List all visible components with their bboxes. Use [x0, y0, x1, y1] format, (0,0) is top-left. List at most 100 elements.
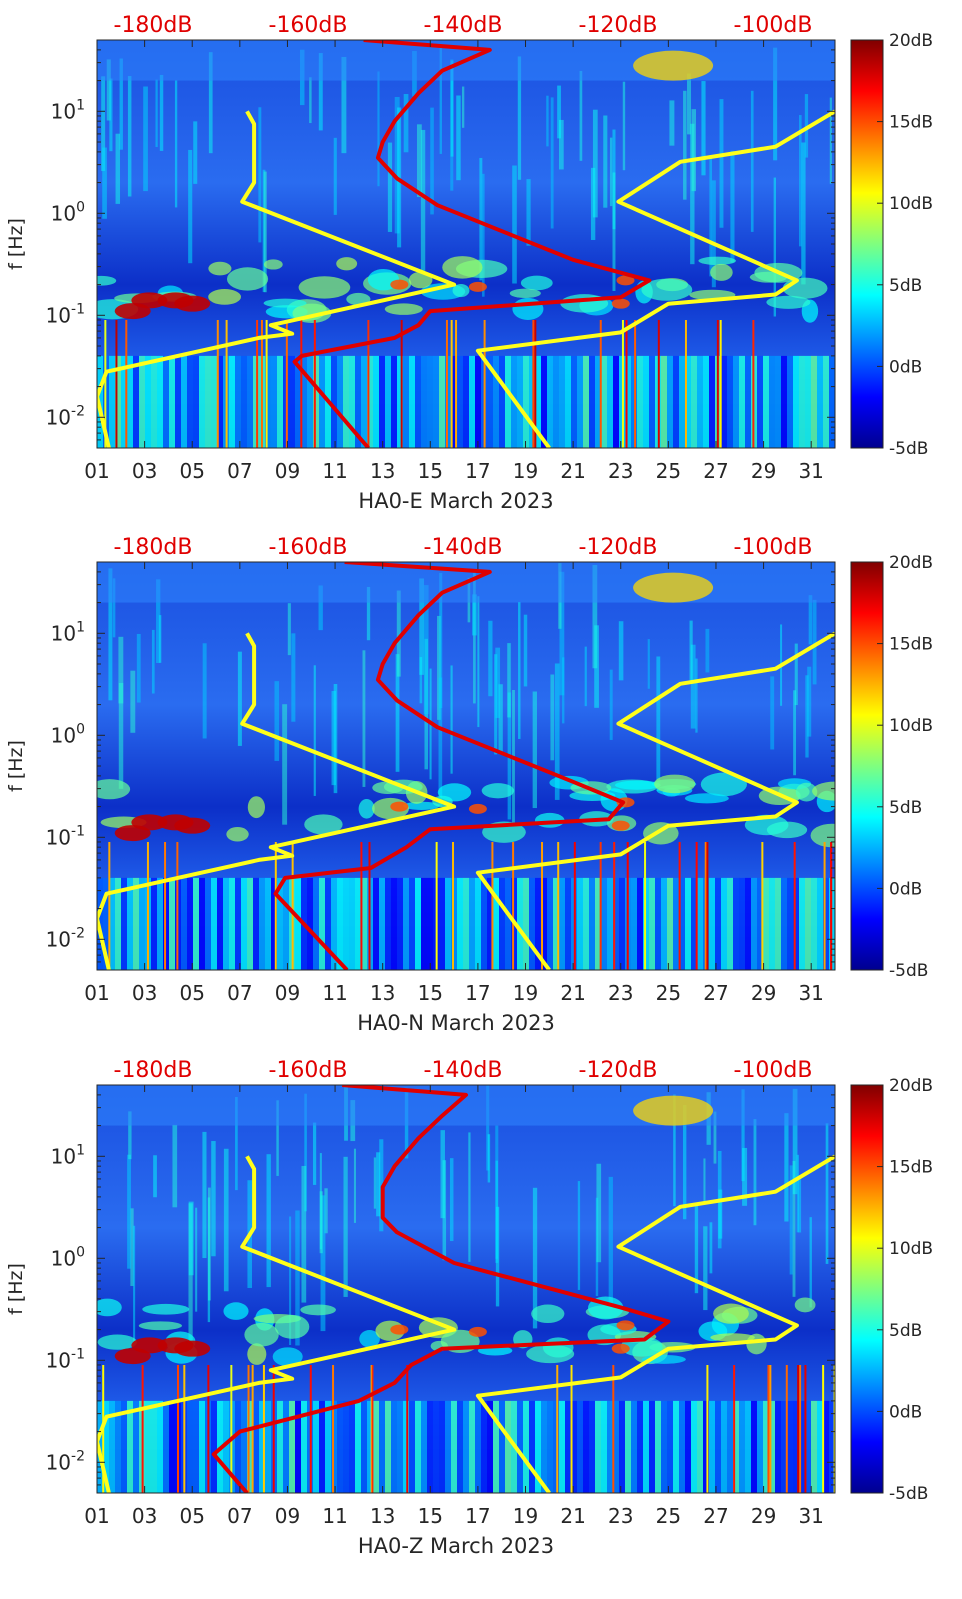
low-frequency-band [487, 1400, 493, 1493]
low-frequency-band [673, 877, 679, 970]
low-frequency-band [649, 355, 655, 448]
low-frequency-band [319, 1400, 325, 1493]
low-frequency-band [589, 1400, 595, 1493]
microseism-blob [263, 259, 283, 270]
low-frequency-band [757, 877, 763, 970]
low-frequency-band [775, 1400, 781, 1493]
event-streak [609, 669, 613, 740]
event-streak [557, 85, 561, 139]
x-tick-label: 15 [418, 1504, 443, 1528]
low-frequency-band [223, 877, 229, 970]
event-streak [609, 137, 613, 207]
event-streak [258, 107, 262, 243]
low-frequency-band [667, 877, 673, 970]
event-streak [313, 665, 316, 796]
event-streak [592, 109, 598, 218]
low-frequency-band [763, 877, 769, 970]
low-frequency-band [517, 1400, 523, 1493]
event-streak [656, 656, 661, 792]
event-streak [472, 594, 477, 636]
low-frequency-band [259, 877, 265, 970]
x-tick-label: 21 [560, 459, 585, 483]
low-frequency-band [817, 1400, 823, 1493]
x-tick-label: 25 [656, 981, 681, 1005]
low-frequency-band [217, 877, 223, 970]
event-streak [562, 657, 565, 724]
event-streak [713, 1111, 717, 1164]
event-streak [353, 1148, 356, 1223]
low-frequency-band [709, 1400, 715, 1493]
low-frequency-band [823, 1400, 829, 1493]
low-frequency-band [463, 877, 469, 970]
hot-spot [114, 1348, 151, 1365]
colorbar-tick-label: 20dB [889, 31, 933, 51]
low-frequency-band [163, 1400, 169, 1493]
low-frequency-band [337, 877, 343, 970]
colorbar-tick-label: 5dB [889, 1321, 922, 1341]
event-streak [112, 578, 116, 638]
low-frequency-band [235, 1400, 241, 1493]
microseism-blob [794, 1297, 816, 1313]
low-frequency-band [727, 877, 733, 970]
low-frequency-band [361, 355, 367, 448]
y-tick-exponent: -2 [71, 925, 85, 941]
event-streak [202, 643, 207, 739]
low-frequency-band [577, 877, 583, 970]
low-frequency-band [769, 1400, 775, 1493]
low-frequency-band [745, 877, 751, 970]
high-frequency-band [97, 1085, 835, 1126]
event-streak [673, 1094, 676, 1207]
colorbar-tick-label: -5dB [889, 1484, 928, 1504]
low-frequency-band [631, 877, 637, 970]
event-streak [119, 58, 123, 150]
low-frequency-band [379, 877, 385, 970]
low-frequency-band [127, 1400, 133, 1493]
microseism-blob [442, 256, 483, 279]
event-streak [461, 86, 465, 128]
x-tick-label: 19 [513, 459, 538, 483]
x-tick-label: 05 [179, 981, 204, 1005]
db-scale-label: -180dB [114, 1058, 193, 1083]
y-tick-base: 10 [46, 927, 71, 951]
event-streak [266, 1154, 271, 1288]
event-streak [379, 1139, 384, 1232]
low-frequency-band [343, 355, 349, 448]
low-frequency-band [775, 877, 781, 970]
microseism-blob [520, 275, 553, 291]
low-frequency-band [829, 355, 835, 448]
low-frequency-band [331, 355, 337, 448]
microseism-blob [208, 289, 242, 305]
microseism-blob [359, 1330, 380, 1348]
low-frequency-band [721, 1400, 727, 1493]
low-frequency-band [205, 355, 211, 448]
y-axis-label: f [Hz] [5, 218, 27, 270]
microseism-blob [481, 783, 515, 799]
low-frequency-band [751, 1400, 757, 1493]
low-frequency-band [475, 1400, 481, 1493]
event-streak [106, 59, 111, 121]
colorbar-tick-label: 15dB [889, 1158, 933, 1178]
event-streak [377, 71, 380, 187]
event-streak [366, 586, 371, 641]
event-streak [456, 95, 461, 181]
colorbar-tick-label: 10dB [889, 716, 933, 736]
low-frequency-band [517, 877, 523, 970]
event-streak [155, 79, 158, 148]
low-frequency-band [457, 877, 463, 970]
event-streak [442, 1160, 447, 1261]
low-frequency-band [313, 355, 319, 448]
low-frequency-band [445, 877, 451, 970]
y-tick-base: 10 [51, 99, 76, 123]
low-frequency-band [385, 877, 391, 970]
event-streak [438, 677, 443, 807]
low-frequency-band [691, 1400, 697, 1493]
low-frequency-band [703, 1400, 709, 1493]
colorbar-tick-label: 0dB [889, 1402, 922, 1422]
low-frequency-band [193, 1400, 199, 1493]
low-frequency-band [499, 1400, 505, 1493]
colorbar-tick-label: 15dB [889, 635, 933, 655]
microseism-blob [452, 283, 470, 298]
event-streak [701, 81, 706, 176]
low-frequency-band [493, 1400, 499, 1493]
low-frequency-band [349, 877, 355, 970]
